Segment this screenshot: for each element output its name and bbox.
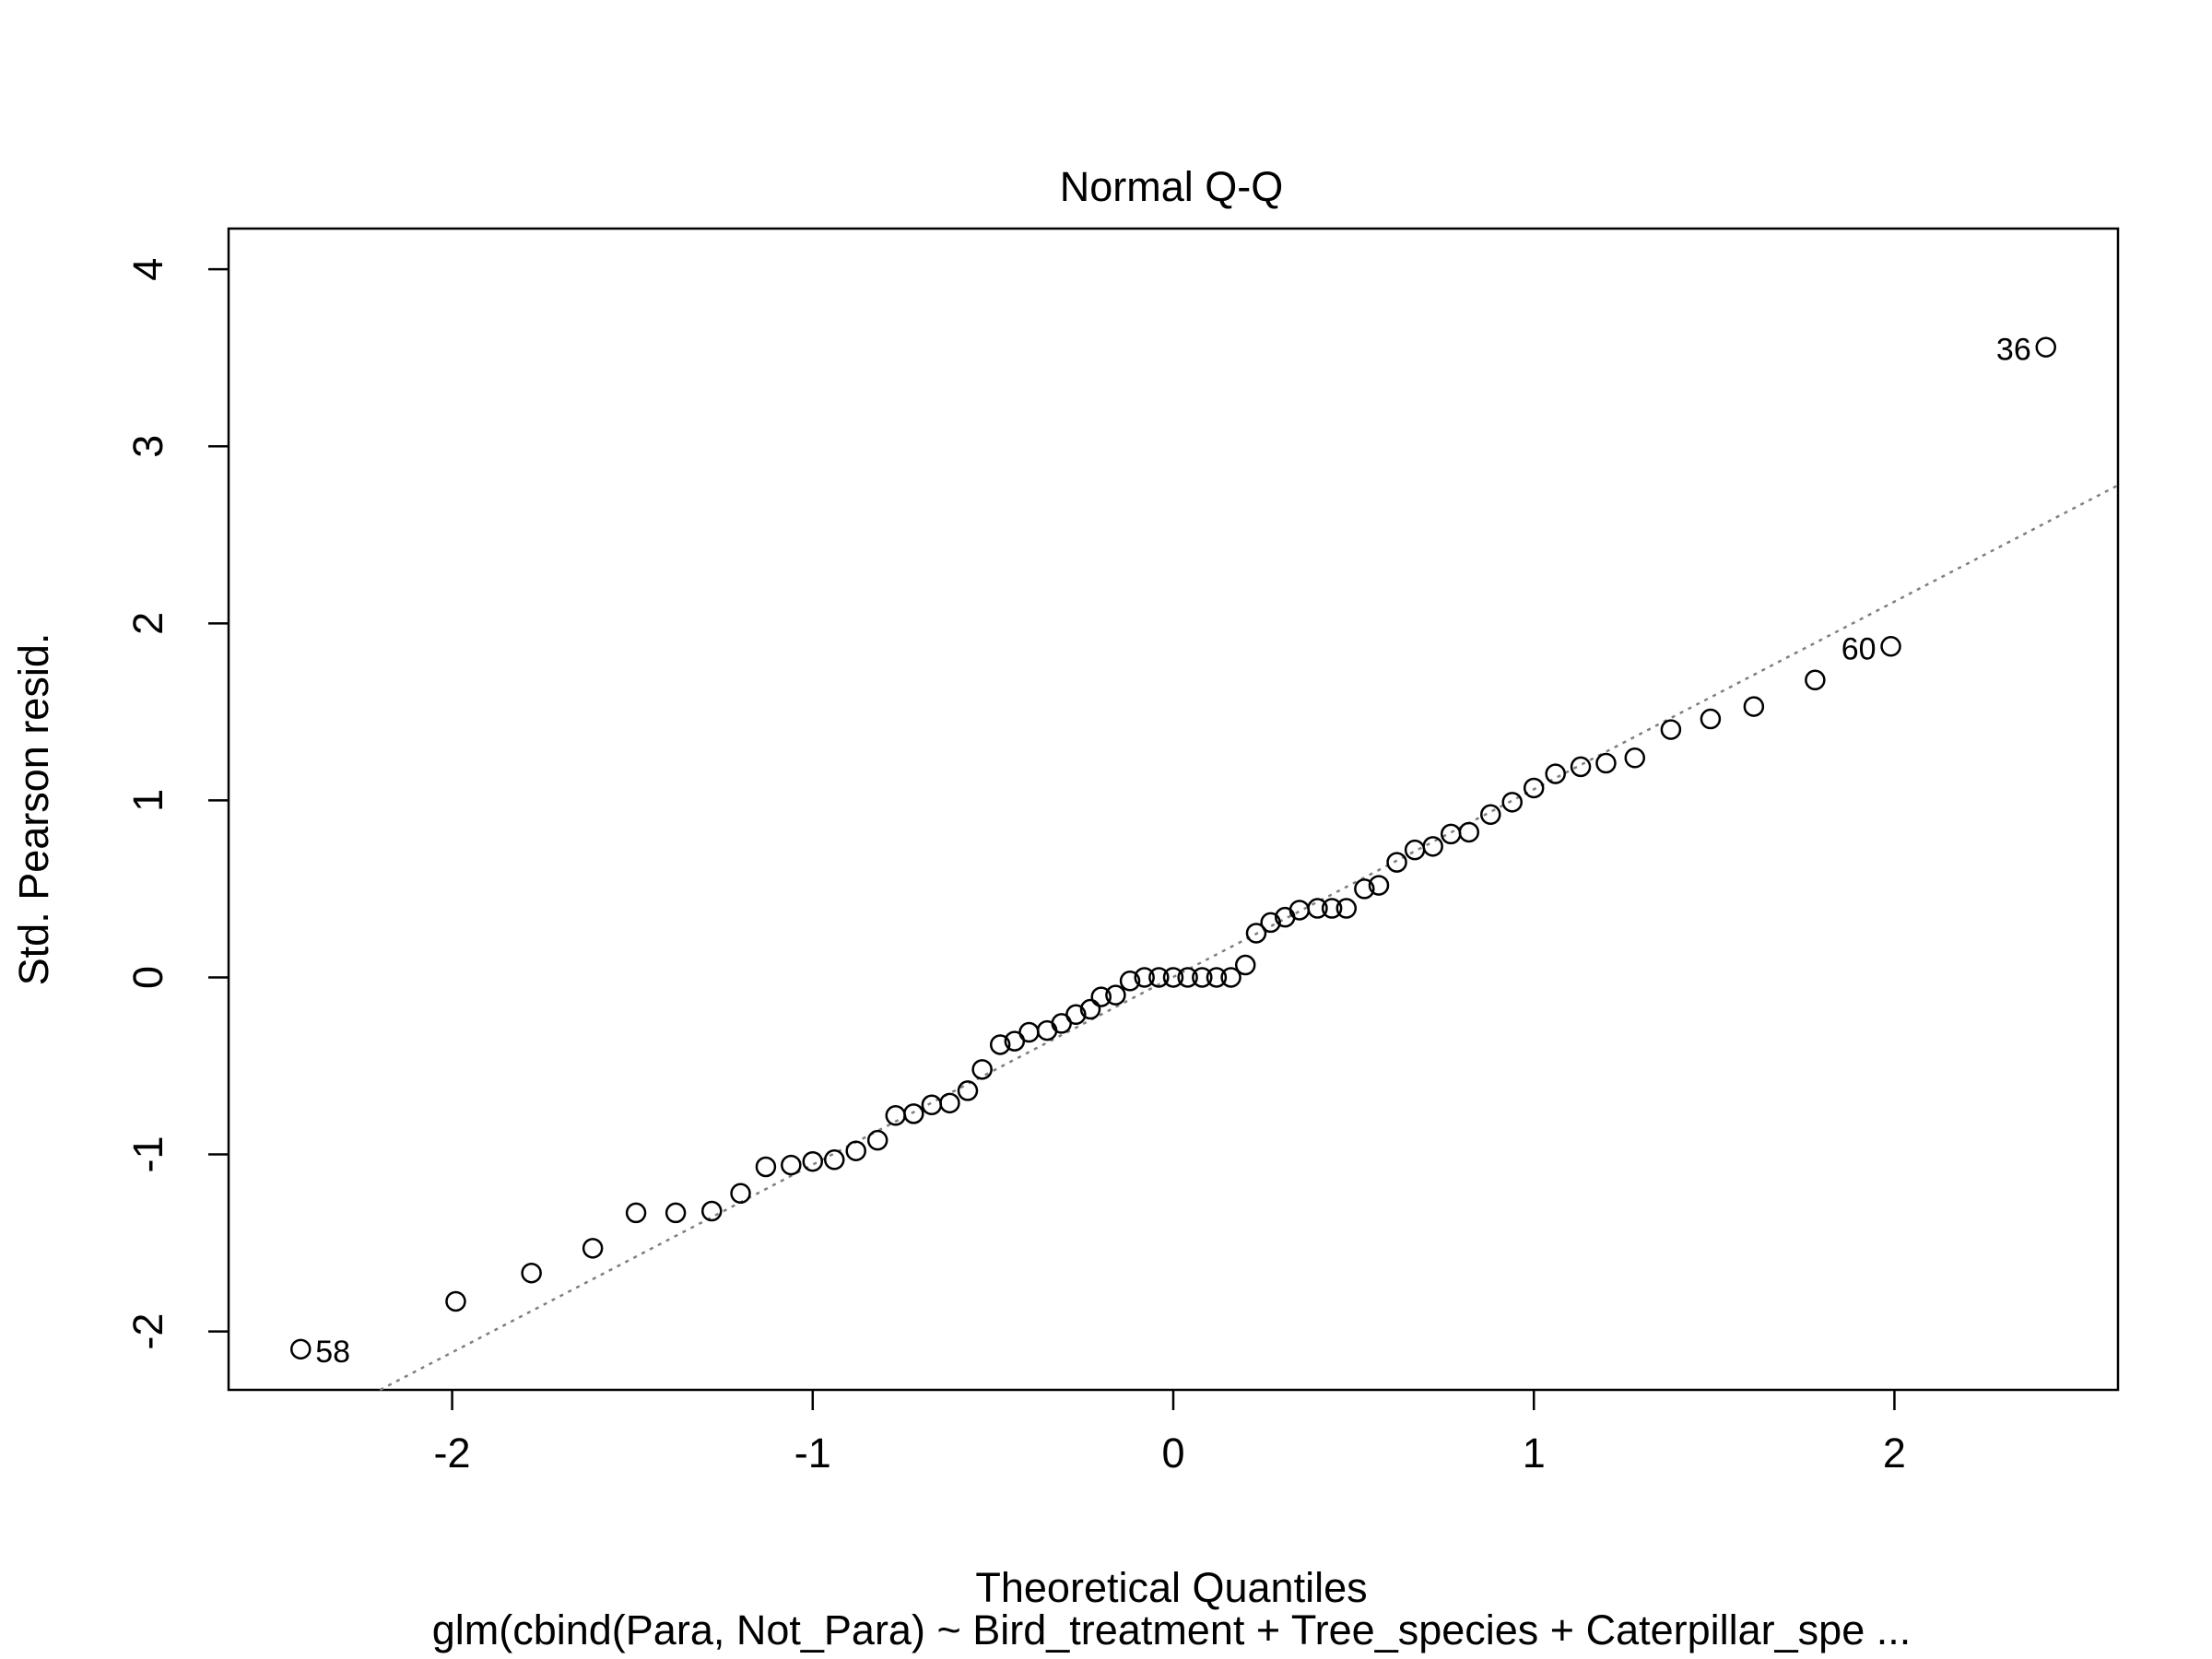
data-point (1422, 836, 1443, 857)
data-point (1624, 747, 1646, 769)
data-point (781, 1154, 802, 1176)
data-point (1880, 636, 1901, 657)
data-point (1148, 967, 1170, 988)
data-point (1206, 967, 1228, 988)
data-point (1368, 875, 1390, 896)
data-point (845, 1140, 866, 1161)
chart-title: Normal Q-Q (1060, 163, 1284, 210)
data-point (1018, 1021, 1040, 1043)
y-tick-label: -1 (124, 1136, 171, 1173)
data-point (1162, 967, 1184, 988)
data-point (1595, 752, 1617, 774)
data-point (989, 1034, 1011, 1055)
data-point (1545, 763, 1566, 784)
data-point (903, 1103, 924, 1124)
data-point (957, 1080, 979, 1101)
y-tick-label: -2 (124, 1313, 171, 1350)
y-axis: -2 -1 0 1 2 3 4 (124, 258, 229, 1350)
point-labels: 58 60 36 (315, 333, 2031, 1370)
chart-subtitle: glm(cbind(Para, Not_Para) ~ Bird_treatme… (432, 1606, 1912, 1653)
data-point (1288, 900, 1311, 921)
data-point (582, 1238, 604, 1259)
x-axis: -2 -1 0 1 2 (434, 1390, 1906, 1477)
y-tick-label: 3 (124, 435, 171, 458)
y-tick-label: 1 (124, 789, 171, 812)
data-point (665, 1202, 687, 1224)
data-point (1234, 954, 1256, 976)
point-label: 36 (1996, 333, 2031, 368)
data-point (1386, 852, 1407, 873)
data-point (1192, 967, 1213, 988)
y-axis-label: Std. Pearson resid. (10, 633, 57, 986)
data-point (1119, 971, 1141, 992)
data-point (1245, 923, 1267, 944)
data-point (2035, 336, 2057, 358)
data-point (1660, 719, 1682, 740)
data-point (445, 1290, 466, 1312)
x-tick-label: 2 (1883, 1430, 1906, 1477)
data-point (1260, 912, 1281, 934)
data-point (971, 1059, 993, 1080)
data-point (921, 1094, 943, 1116)
data-point (521, 1262, 542, 1284)
x-tick-label: 1 (1523, 1430, 1546, 1477)
data-point (700, 1200, 723, 1222)
data-point (1036, 1019, 1058, 1041)
data-point (1501, 792, 1523, 813)
data-point (289, 1338, 312, 1360)
x-tick-label: -2 (434, 1430, 471, 1477)
data-point (755, 1156, 777, 1178)
y-tick-label: 4 (124, 258, 171, 281)
point-label: 58 (315, 1335, 350, 1370)
data-point (1743, 696, 1765, 717)
data-point (824, 1149, 845, 1171)
y-tick-label: 2 (124, 612, 171, 635)
data-point (802, 1150, 824, 1172)
data-point (1105, 984, 1126, 1006)
data-point (1065, 1004, 1087, 1026)
data-point (1570, 756, 1592, 778)
data-point (1090, 986, 1112, 1007)
data-point (730, 1182, 751, 1205)
data-point (1220, 967, 1241, 988)
x-tick-label: -1 (794, 1430, 831, 1477)
data-point (1335, 898, 1358, 919)
data-point (1321, 898, 1343, 919)
data-points (289, 336, 2057, 1360)
data-point (1805, 669, 1826, 691)
data-point (1523, 777, 1545, 799)
data-point (866, 1129, 888, 1151)
data-point (1354, 878, 1375, 900)
data-point (625, 1202, 647, 1224)
data-point (1480, 804, 1501, 826)
data-point (1134, 967, 1155, 988)
data-point (1307, 898, 1328, 919)
y-tick-label: 0 (124, 966, 171, 989)
data-point (1458, 821, 1480, 843)
point-label: 60 (1841, 631, 1877, 666)
data-point (939, 1092, 960, 1114)
data-point (1177, 967, 1198, 988)
data-point (1440, 823, 1462, 845)
plot-frame (227, 227, 2120, 1392)
data-point (1079, 998, 1101, 1020)
data-point (1404, 839, 1426, 861)
x-axis-label: Theoretical Quantiles (975, 1564, 1367, 1611)
x-tick-label: 0 (1161, 1430, 1184, 1477)
data-point (1700, 708, 1722, 730)
